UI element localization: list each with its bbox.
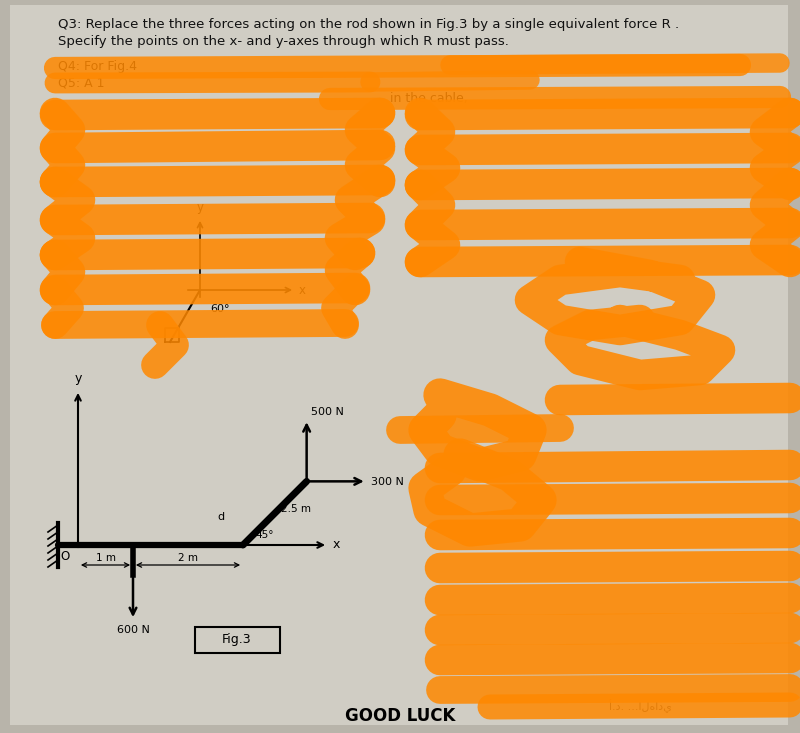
Text: 600 N: 600 N bbox=[117, 625, 150, 635]
Text: Q4: For Fig.4: Q4: For Fig.4 bbox=[58, 60, 137, 73]
Text: Q3: Replace the three forces acting on the rod shown in Fig.3 by a single equiva: Q3: Replace the three forces acting on t… bbox=[58, 18, 679, 31]
Text: Fig.3: Fig.3 bbox=[222, 633, 252, 647]
Text: O: O bbox=[61, 550, 70, 563]
Text: 500 N: 500 N bbox=[310, 408, 343, 417]
Text: 2.5 m: 2.5 m bbox=[281, 504, 311, 514]
Text: 1 m: 1 m bbox=[95, 553, 115, 563]
Text: 45°: 45° bbox=[255, 530, 274, 540]
Text: 2 m: 2 m bbox=[178, 553, 198, 563]
Text: 300 N: 300 N bbox=[370, 477, 403, 487]
Text: d: d bbox=[218, 512, 225, 522]
Text: in the cable,: in the cable, bbox=[390, 92, 468, 105]
FancyBboxPatch shape bbox=[10, 5, 788, 725]
Text: y: y bbox=[74, 372, 82, 385]
Text: x: x bbox=[333, 539, 340, 551]
Text: y: y bbox=[197, 201, 203, 214]
Text: x: x bbox=[299, 284, 306, 297]
Text: Q5: A 1: Q5: A 1 bbox=[58, 76, 105, 89]
Text: 60°: 60° bbox=[210, 304, 230, 314]
Bar bbox=[195, 627, 280, 653]
Text: أ.د. ...الهادي: أ.د. ...الهادي bbox=[609, 699, 671, 713]
Text: GOOD LUCK: GOOD LUCK bbox=[345, 707, 455, 725]
Text: Specify the points on the x- and y-axes through which R must pass.: Specify the points on the x- and y-axes … bbox=[58, 35, 509, 48]
